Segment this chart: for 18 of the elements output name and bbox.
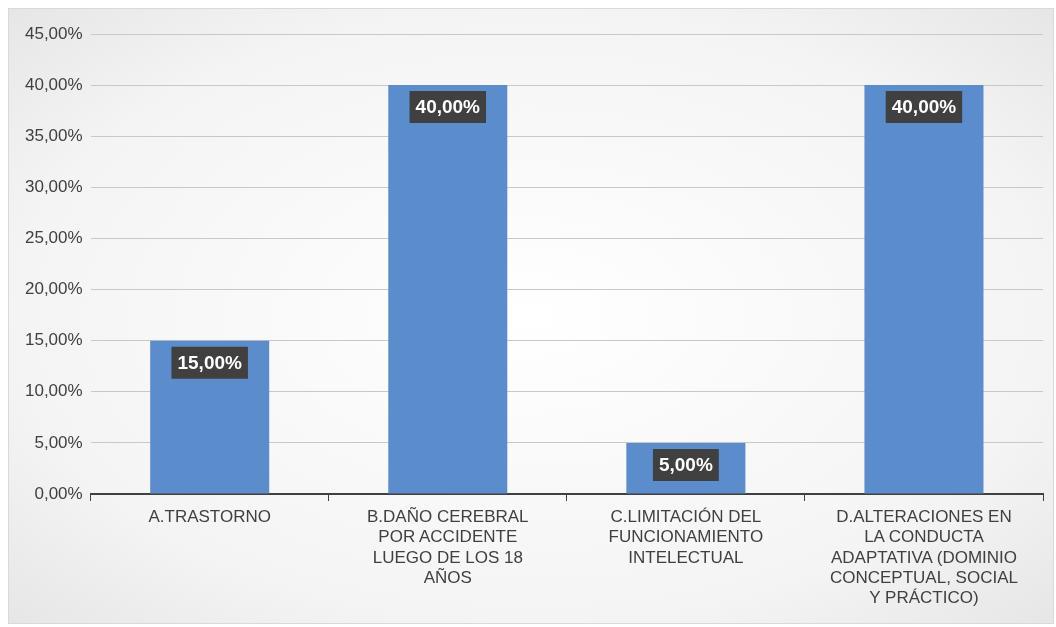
y-tick-label: 30,00% [24, 177, 83, 197]
y-tick-label: 40,00% [24, 74, 83, 94]
x-tick-label: B.DAÑO CEREBRAL POR ACCIDENTE LUEGO DE LOS 18 AÑOS [367, 506, 529, 588]
x-tick-label: D.ALTERACIONES EN LA CONDUCTA ADAPTATIVA (DOMINIO CONCEPTUAL, SOCIAL Y PRÁCTICO) [829, 506, 1018, 608]
data-label: 40,00% [415, 96, 481, 118]
y-tick-label: 45,00% [24, 23, 83, 43]
y-tick-label: 15,00% [24, 330, 83, 350]
y-tick-label: 25,00% [24, 228, 83, 248]
data-label: 40,00% [891, 96, 957, 118]
y-tick-label: 5,00% [34, 432, 83, 452]
data-label: 15,00% [177, 351, 243, 373]
x-tick-label: A.TRASTORNO [148, 506, 271, 526]
data-label: 5,00% [658, 454, 713, 476]
y-tick-label: 10,00% [24, 381, 83, 401]
x-tick-label: C.LIMITACIÓN DEL FUNCIONAMIENTO INTELECTUAL [608, 506, 764, 567]
y-tick-label: 20,00% [24, 279, 83, 299]
y-tick-label: 0,00% [34, 483, 83, 503]
y-tick-label: 35,00% [24, 125, 83, 145]
